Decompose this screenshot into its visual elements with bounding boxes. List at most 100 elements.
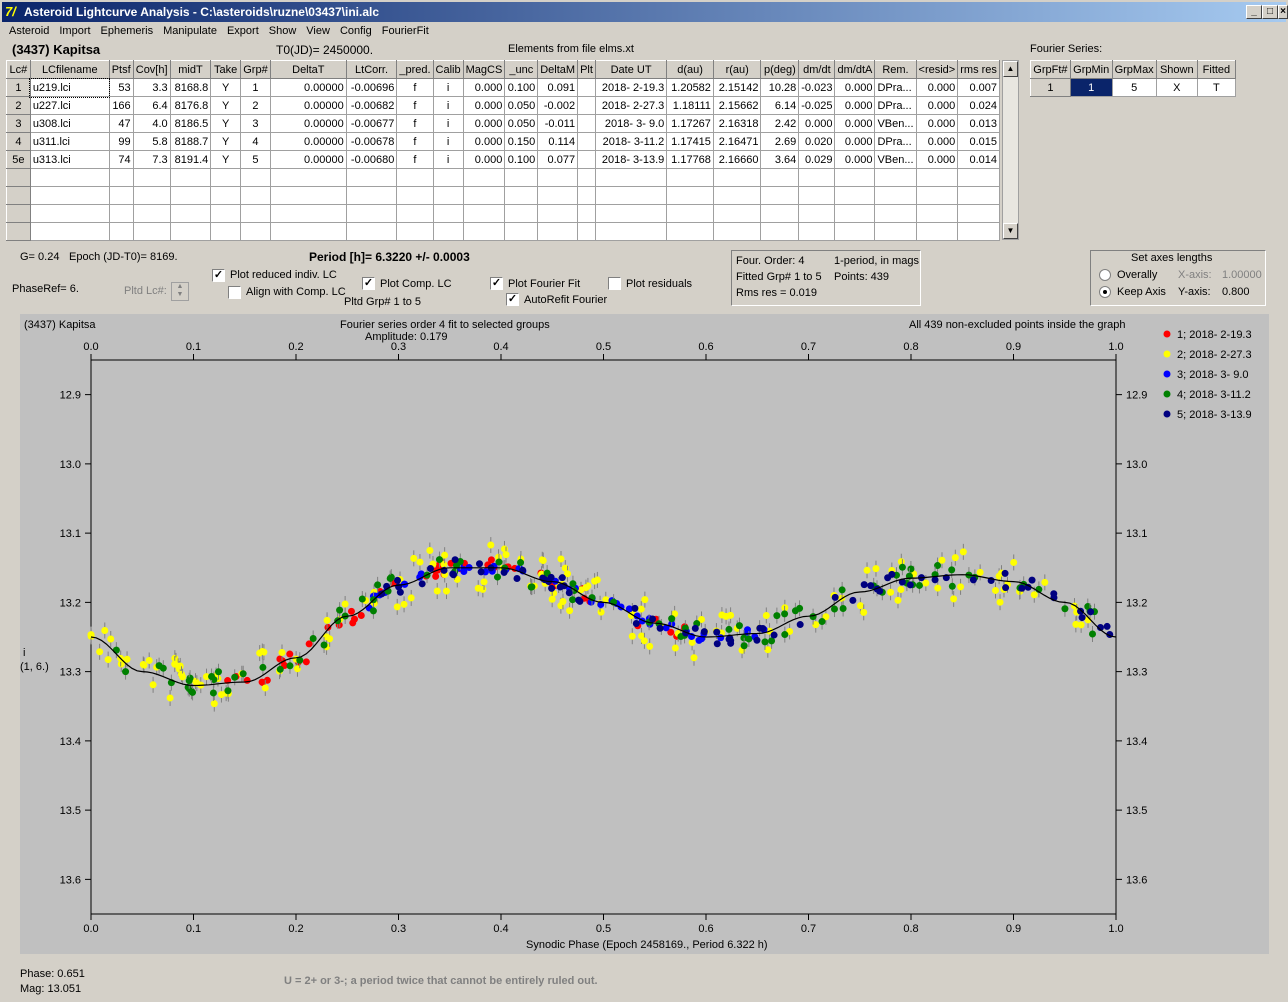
empty-cell[interactable] bbox=[666, 186, 714, 205]
table-cell[interactable]: 0.114 bbox=[537, 132, 579, 151]
table-cell[interactable]: 2.15142 bbox=[712, 78, 762, 97]
empty-cell[interactable] bbox=[594, 168, 668, 187]
table-cell[interactable]: u227.lci bbox=[29, 96, 110, 115]
empty-cell[interactable] bbox=[594, 186, 668, 205]
table-cell[interactable]: -0.00678 bbox=[345, 132, 398, 151]
table-cell[interactable]: 0.000 bbox=[915, 150, 959, 169]
col-header-9[interactable]: _pred. bbox=[396, 60, 434, 79]
table-cell[interactable]: 5.8 bbox=[132, 132, 171, 151]
empty-cell[interactable] bbox=[269, 168, 347, 187]
empty-cell[interactable] bbox=[6, 222, 31, 241]
fourier-col-1[interactable]: GrpMin bbox=[1069, 60, 1113, 79]
table-cell[interactable]: 0.000 bbox=[915, 114, 959, 133]
table-row[interactable]: 5e u313.lci 74 7.3 8191.4 Y 5 0.00000 -0.00680 f i… bbox=[6, 150, 1000, 169]
table-cell[interactable]: 0.029 bbox=[798, 150, 836, 169]
empty-cell[interactable] bbox=[132, 222, 171, 241]
table-cell[interactable]: 0.000 bbox=[915, 78, 959, 97]
empty-cell[interactable] bbox=[798, 168, 836, 187]
table-cell[interactable] bbox=[577, 78, 596, 97]
col-header-8[interactable]: LtCorr. bbox=[345, 60, 398, 79]
col-header-2[interactable]: Ptsf bbox=[108, 60, 134, 79]
table-cell[interactable]: 0.007 bbox=[957, 78, 1000, 97]
empty-cell[interactable] bbox=[240, 186, 271, 205]
table-cell[interactable]: 0.00000 bbox=[269, 96, 347, 115]
table-cell[interactable]: 0.000 bbox=[915, 132, 959, 151]
table-cell[interactable]: u219.lci bbox=[29, 77, 111, 98]
table-cell[interactable]: 0.000 bbox=[834, 96, 876, 115]
table-cell[interactable]: Y bbox=[210, 132, 242, 151]
table-row[interactable] bbox=[6, 168, 1000, 187]
align-comp-checkbox[interactable] bbox=[228, 286, 241, 299]
table-cell[interactable]: 0.000 bbox=[834, 150, 876, 169]
col-header-7[interactable]: DeltaT bbox=[269, 60, 347, 79]
table-cell[interactable] bbox=[577, 114, 596, 133]
table-cell[interactable]: 0.024 bbox=[957, 96, 1000, 115]
fourier-cell[interactable]: X bbox=[1155, 78, 1198, 97]
plot-residuals-checkbox[interactable] bbox=[608, 277, 621, 290]
empty-cell[interactable] bbox=[504, 204, 539, 223]
table-cell[interactable]: -0.011 bbox=[537, 114, 579, 133]
table-cell[interactable]: f bbox=[396, 96, 434, 115]
menu-show[interactable]: Show bbox=[268, 25, 297, 37]
empty-cell[interactable] bbox=[712, 204, 762, 223]
table-cell[interactable]: 1.17415 bbox=[666, 132, 714, 151]
table-cell[interactable]: 2.42 bbox=[760, 114, 800, 133]
empty-cell[interactable] bbox=[537, 222, 579, 241]
table-cell[interactable]: u308.lci bbox=[29, 114, 110, 133]
empty-cell[interactable] bbox=[269, 186, 347, 205]
scroll-down-icon[interactable]: ▼ bbox=[1003, 223, 1018, 239]
empty-cell[interactable] bbox=[396, 204, 434, 223]
table-cell[interactable]: i bbox=[432, 78, 464, 97]
empty-cell[interactable] bbox=[108, 204, 134, 223]
menu-manipulate[interactable]: Manipulate bbox=[163, 25, 217, 37]
minimize-button[interactable]: _ bbox=[1246, 5, 1262, 19]
empty-cell[interactable] bbox=[396, 168, 434, 187]
table-cell[interactable]: 53 bbox=[108, 78, 134, 97]
empty-cell[interactable] bbox=[577, 168, 596, 187]
table-cell[interactable]: f bbox=[396, 78, 434, 97]
empty-cell[interactable] bbox=[345, 204, 398, 223]
table-cell[interactable]: 2.16471 bbox=[712, 132, 762, 151]
empty-cell[interactable] bbox=[957, 168, 1000, 187]
close-button[interactable]: × bbox=[1278, 5, 1288, 19]
col-header-14[interactable]: Plt bbox=[577, 60, 596, 79]
table-cell[interactable]: 8188.7 bbox=[169, 132, 212, 151]
table-cell[interactable]: 0.014 bbox=[957, 150, 1000, 169]
plot-reduced-checkbox[interactable]: ✓ bbox=[212, 269, 225, 282]
table-cell[interactable]: i bbox=[432, 132, 464, 151]
table-cell[interactable]: 2 bbox=[240, 96, 271, 115]
table-cell[interactable]: Y bbox=[210, 96, 242, 115]
table-cell[interactable]: 0.013 bbox=[957, 114, 1000, 133]
col-header-22[interactable]: <resid> bbox=[915, 60, 959, 79]
table-cell[interactable]: 166 bbox=[108, 96, 134, 115]
col-header-16[interactable]: d(au) bbox=[666, 60, 714, 79]
table-cell[interactable]: 0.050 bbox=[504, 114, 539, 133]
empty-cell[interactable] bbox=[537, 168, 579, 187]
plot-comp-checkbox[interactable]: ✓ bbox=[362, 277, 375, 290]
fourier-cell[interactable]: T bbox=[1196, 78, 1237, 97]
table-cell[interactable]: 8191.4 bbox=[169, 150, 212, 169]
table-cell[interactable] bbox=[577, 150, 596, 169]
table-cell[interactable]: -0.023 bbox=[798, 78, 836, 97]
empty-cell[interactable] bbox=[798, 222, 836, 241]
empty-cell[interactable] bbox=[666, 204, 714, 223]
empty-cell[interactable] bbox=[874, 222, 917, 241]
table-cell[interactable] bbox=[577, 96, 596, 115]
plot-fourier-checkbox[interactable]: ✓ bbox=[490, 277, 503, 290]
table-cell[interactable]: 74 bbox=[108, 150, 134, 169]
empty-cell[interactable] bbox=[666, 222, 714, 241]
table-row[interactable] bbox=[6, 186, 1000, 205]
x-axis-value[interactable]: 1.00000 bbox=[1222, 269, 1262, 281]
table-cell[interactable]: 3.3 bbox=[132, 78, 171, 97]
menu-view[interactable]: View bbox=[306, 25, 330, 37]
table-cell[interactable]: 0.100 bbox=[504, 150, 539, 169]
empty-cell[interactable] bbox=[462, 204, 506, 223]
table-cell[interactable]: f bbox=[396, 132, 434, 151]
y-axis-value[interactable]: 0.800 bbox=[1222, 286, 1250, 298]
empty-cell[interactable] bbox=[760, 222, 800, 241]
empty-cell[interactable] bbox=[108, 186, 134, 205]
table-cell[interactable]: 0.050 bbox=[504, 96, 539, 115]
empty-cell[interactable] bbox=[29, 168, 110, 187]
empty-cell[interactable] bbox=[594, 222, 668, 241]
overally-radio[interactable] bbox=[1099, 269, 1111, 281]
